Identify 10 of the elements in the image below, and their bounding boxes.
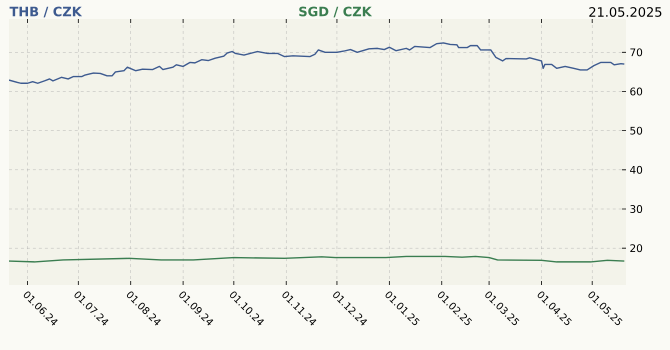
y-tick-label: 30 <box>630 205 642 213</box>
y-tick-label: 50 <box>630 126 642 135</box>
text: THB / CZK <box>10 6 82 18</box>
y-tick-label: 70 <box>630 48 642 56</box>
chart-title: 21.05.2025 <box>589 7 662 17</box>
line-series <box>9 42 626 84</box>
y-tick-label: 40 <box>630 166 642 174</box>
y-tick-label: 20 <box>630 244 642 252</box>
text: SGD / CZK <box>299 6 372 18</box>
y-tick-label: 60 <box>630 88 642 96</box>
